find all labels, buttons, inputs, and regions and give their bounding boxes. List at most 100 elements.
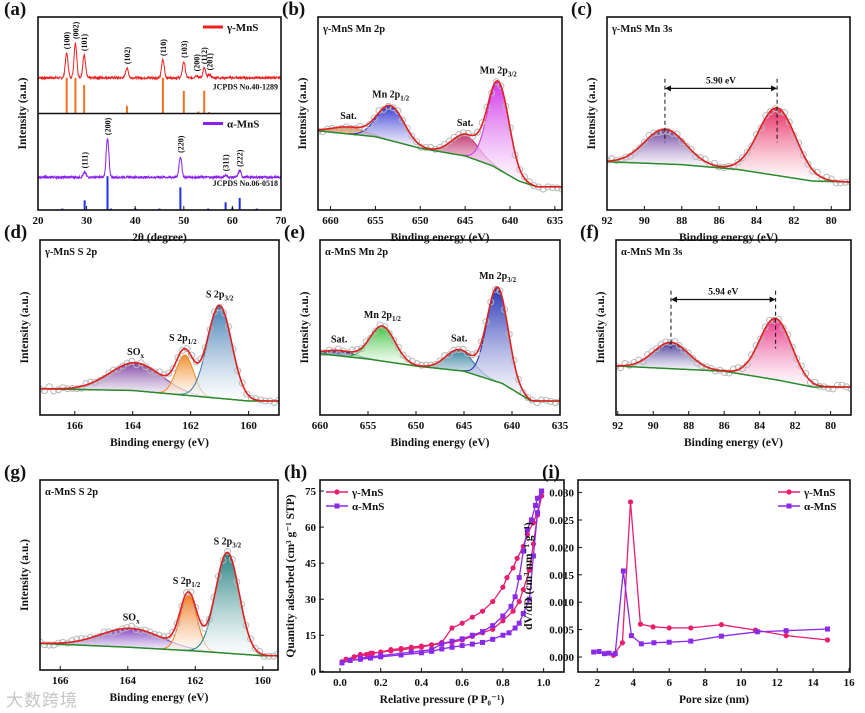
data-point [833,381,841,389]
data-point [606,650,612,656]
background-line [318,130,562,188]
hkl-label: (100) [63,32,72,50]
y-tick-label: 0.030 [549,488,574,500]
data-point [413,138,421,146]
data-point [720,369,728,377]
data-point [500,584,506,590]
x-tick-label: 6 [666,677,672,689]
hkl-label: (110) [159,39,168,56]
data-point [211,308,219,316]
y-axis-label: Intensity (a.u.) [297,77,309,149]
data-point [347,124,355,132]
x-tick-label: 82 [788,215,800,227]
panel-f: (f) 92 90 88 86 84 82 80 Binding energy (eV) Inte… [580,222,852,449]
data-point [510,608,516,614]
component-fill [174,305,265,401]
data-point [825,626,831,632]
hkl-label: (111) [81,152,90,169]
data-point [469,641,475,647]
data-point [793,355,801,363]
plot-frame [606,16,851,211]
component-fill [718,318,833,387]
data-point [535,495,541,501]
x-tick-label: 92 [612,420,624,432]
panel-label: (f) [580,222,599,243]
x-tick-label: 12 [772,677,784,689]
data-point [504,574,510,581]
data-point [165,369,173,377]
data-point [607,156,611,164]
data-point [358,345,366,353]
data-point [459,643,465,649]
background-line [320,353,560,402]
data-point [766,316,774,324]
x-tick-label: 1.0 [537,677,551,689]
x-axis-label: 2θ (degree) [132,232,187,244]
data-point [348,346,356,354]
x-tick-label: 0.2 [374,677,388,689]
data-point [785,118,793,126]
data-point [151,368,159,376]
panel-title: α-MnS Mn 3s [621,247,682,258]
x-tick-label: 2 [594,677,600,689]
data-point [73,635,81,643]
hkl-label: (200) [103,117,112,135]
data-point [422,361,430,369]
background-line [40,388,279,402]
data-point [601,651,607,657]
data-point [351,654,357,660]
hkl-label: (222) [236,149,245,167]
peak-label: S 2p1/2 [169,333,197,346]
plot-area [318,78,562,193]
data-point [105,628,113,636]
data-point [398,645,404,652]
panel-a: (a) 20 30 40 50 60 70 2θ (degree) Intensity (a.u… [4,0,287,244]
x-tick-label: 160 [240,420,257,432]
x-tick-label: 0.8 [496,677,510,689]
x-tick-label: 635 [547,215,564,227]
legend-marker [334,489,340,495]
data-point [516,165,524,173]
data-point [678,138,686,146]
plot-frame [37,16,282,211]
data-point [688,638,694,644]
data-point [500,632,506,638]
plot-frame [39,239,280,416]
hkl-label: (102) [123,46,132,64]
data-point [710,159,718,167]
y-tick-label: 0.025 [549,515,574,527]
panel-label: (c) [571,0,592,20]
x-tick-label: 92 [602,215,614,227]
panel-label: (d) [4,222,27,243]
series-line [612,501,828,656]
peak-label: Mn 2p1/2 [364,310,402,323]
x-tick-label: 0.0 [333,677,347,689]
x-tick-label: 166 [52,675,69,687]
data-point [133,361,141,369]
data-point [169,364,177,372]
panel-title: α-MnS S 2p [45,487,98,498]
x-tick-label: 40 [130,215,142,227]
data-point [651,640,657,646]
panel-h: (h) 0.0 0.2 0.4 0.6 0.8 1.0 0 15 30 45 60 75 Relative… [284,462,565,706]
legend-label: γ-MnS [803,487,835,499]
hkl-label: (103) [180,40,189,58]
data-point [361,124,369,132]
data-point [788,343,796,351]
data-point [368,655,374,661]
hkl-label: (002) [71,21,80,39]
data-point [753,130,761,138]
peak-label: SOx [127,347,144,360]
x-tick-label: 80 [826,215,838,227]
x-tick-label: 164 [124,420,141,432]
data-point [688,625,694,631]
y-axis-label: dV/dD (cm³ nm⁻¹ g⁻¹) [523,522,535,630]
hkl-label: (200) [192,54,201,72]
data-point [398,116,406,124]
peak-label: SOx [123,612,140,625]
data-point [479,608,486,614]
panel-title: γ-MnS S 2p [44,247,97,258]
data-point [128,357,136,365]
data-point [275,396,279,404]
